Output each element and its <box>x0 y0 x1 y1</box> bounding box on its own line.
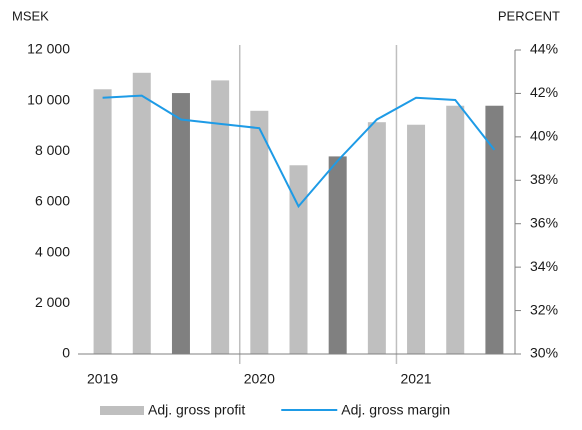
bar <box>485 105 504 354</box>
y-tick-label: 8 000 <box>35 142 70 158</box>
y-tick-label: 12 000 <box>27 41 70 57</box>
bar <box>93 89 112 355</box>
bar <box>250 110 269 354</box>
legend-swatch <box>100 406 144 415</box>
x-tick-label: 2019 <box>87 371 118 387</box>
bar <box>367 122 386 354</box>
bar <box>446 105 465 354</box>
y2-tick-label: 42% <box>530 84 558 100</box>
bar <box>289 165 308 354</box>
y-tick-label: 2 000 <box>35 294 70 310</box>
y2-tick-label: 40% <box>530 128 558 144</box>
y-tick-label: 6 000 <box>35 193 70 209</box>
y-tick-label: 10 000 <box>27 91 70 107</box>
y2-axis-title: PERCENT <box>498 8 560 23</box>
y-tick-label: 4 000 <box>35 243 70 259</box>
bar <box>407 124 426 354</box>
bar <box>328 156 347 354</box>
x-tick-label: 2021 <box>400 371 431 387</box>
legend-label: Adj. gross profit <box>148 402 245 418</box>
y-tick-label: 0 <box>62 345 70 361</box>
y2-tick-label: 30% <box>530 345 558 361</box>
y2-tick-label: 44% <box>530 41 558 57</box>
y2-tick-label: 36% <box>530 214 558 230</box>
bar <box>211 80 230 355</box>
y2-tick-label: 34% <box>530 258 558 274</box>
line-series <box>102 94 496 209</box>
legend-label: Adj. gross margin <box>341 402 450 418</box>
bar <box>132 72 151 355</box>
y2-tick-label: 32% <box>530 301 558 317</box>
bar <box>171 93 190 355</box>
y2-tick-label: 38% <box>530 171 558 187</box>
y-axis-title: MSEK <box>12 8 49 23</box>
x-tick-label: 2020 <box>244 371 275 387</box>
